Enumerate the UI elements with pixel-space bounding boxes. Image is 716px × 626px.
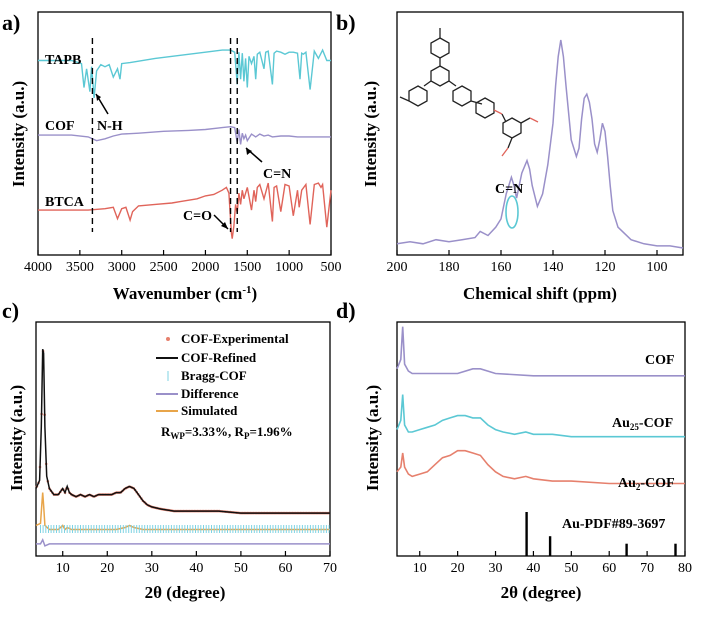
x-tick-label: 20: [100, 561, 114, 576]
panel-c-frame: [35, 321, 331, 557]
panel-c-label: c): [2, 298, 19, 323]
x-tick-label: 30: [145, 561, 159, 576]
x-tick-label: 3500: [66, 260, 94, 275]
panel-a-plot-area: [38, 38, 332, 239]
series-line-nmr: [396, 39, 684, 249]
series-line-cof: [38, 125, 331, 145]
series-line-difference: [36, 537, 330, 547]
series-label-au25-cof: Au25-COF: [612, 416, 673, 432]
x-tick-label: 1500: [233, 260, 261, 275]
x-tick-label: 70: [323, 561, 337, 576]
x-tick-label: 10: [56, 561, 70, 576]
panel-a-xlabel-main: Wavenumber (cm: [113, 284, 243, 303]
panel-c-ylabel: Intensity (a.u.): [7, 385, 26, 491]
cn-highlight-ellipse: [505, 195, 519, 229]
panel-b-frame: [396, 11, 684, 256]
x-tick-label: 3000: [108, 260, 136, 275]
panel-d-plot-area: [396, 326, 685, 556]
panel-b-plot-area: [396, 39, 684, 249]
series-line-cof: [396, 326, 685, 377]
x-tick-label: 70: [640, 561, 654, 576]
panel-c-legend: COF-Experimental COF-Refined Bragg-COF D…: [156, 331, 293, 441]
panel-d-xlabel: 2θ (degree): [501, 583, 582, 602]
panel-a-frame: [37, 11, 332, 256]
x-tick-label: 80: [678, 561, 692, 576]
x-tick-label: 4000: [24, 260, 52, 275]
legend-item-difference: Difference: [181, 386, 239, 401]
panel-a-xlabel: Wavenumber (cm-1): [113, 284, 257, 303]
label-btca: BTCA: [45, 195, 85, 210]
series-line-au2-cof: [396, 449, 685, 485]
panel-d-label: d): [336, 298, 356, 323]
arrowhead-co: [221, 222, 228, 229]
panel-a: a) 4000 3500 3000 2500 2000 1500 1000 500 Inten…: [2, 10, 342, 303]
panel-b-xlabel: Chemical shift (ppm): [463, 284, 617, 303]
series-line-btca: [38, 182, 332, 239]
panel-d-ylabel: Intensity (a.u.): [363, 385, 382, 491]
x-tick-label: 60: [278, 561, 292, 576]
panel-a-label: a): [2, 10, 20, 35]
panel-d-x-ticks: 10 20 30 40 50 60 70 80: [413, 551, 692, 576]
x-tick-label: 140: [543, 260, 564, 275]
panel-b-ylabel: Intensity (a.u.): [361, 81, 380, 187]
series-line-tapb: [38, 48, 331, 98]
legend-item-simulated: Simulated: [181, 403, 238, 418]
annotation-cn-b: C=N: [495, 182, 523, 197]
refinement-r-values: RWP=3.33%, RP=1.96%: [161, 424, 293, 441]
panel-c-xlabel: 2θ (degree): [145, 583, 226, 602]
x-tick-label: 500: [321, 260, 342, 275]
label-cof: COF: [45, 119, 75, 134]
legend-item-bragg: Bragg-COF: [181, 368, 247, 383]
series-line-cof-refined: [35, 348, 330, 514]
x-tick-label: 160: [491, 260, 512, 275]
panel-d: d) 10 20 30 40 50 60 70 80 Intensity (a.u.) 2θ …: [336, 298, 692, 602]
panel-a-ylabel: Intensity (a.u.): [9, 81, 28, 187]
panel-b-x-ticks: 200 180 160 140 120 100: [387, 250, 668, 275]
arrowhead-cn-a: [246, 148, 252, 155]
series-line-au25-cof: [396, 394, 685, 438]
series-label-cof-d: COF: [645, 353, 675, 368]
x-tick-label: 200: [387, 260, 408, 275]
arrowhead-nh: [96, 94, 101, 101]
annotation-nh: N-H: [97, 119, 123, 134]
panel-b-label: b): [336, 10, 356, 35]
panel-a-xlabel-end: ): [252, 284, 258, 303]
panel-c-plot-area: [35, 348, 330, 547]
annotation-co: C=O: [183, 209, 212, 224]
legend-marker-experimental: [166, 337, 170, 341]
molecular-structure-drawing: [399, 28, 539, 157]
label-tapb: TAPB: [45, 53, 81, 68]
x-tick-label: 30: [489, 561, 503, 576]
x-tick-label: 100: [647, 260, 668, 275]
x-tick-label: 40: [526, 561, 540, 576]
x-tick-label: 40: [189, 561, 203, 576]
annotation-cn-a: C=N: [263, 167, 291, 182]
x-tick-label: 1000: [275, 260, 303, 275]
x-tick-label: 2500: [150, 260, 178, 275]
x-tick-label: 2000: [191, 260, 219, 275]
legend-item-refined: COF-Refined: [181, 350, 257, 365]
panel-c-x-ticks: 10 20 30 40 50 60 70: [56, 551, 337, 576]
panel-b: b) 200 180 160 140 120 100 Intensity (a.u.) C…: [336, 10, 684, 303]
reference-pdf-label: Au-PDF#89-3697: [562, 517, 665, 532]
x-tick-label: 20: [451, 561, 465, 576]
legend-item-experimental: COF-Experimental: [181, 331, 289, 346]
x-tick-label: 50: [564, 561, 578, 576]
series-label-au2-cof: Au2-COF: [618, 476, 675, 492]
x-tick-label: 60: [602, 561, 616, 576]
x-tick-label: 120: [595, 260, 616, 275]
x-tick-label: 50: [234, 561, 248, 576]
panel-d-frame: [396, 321, 686, 557]
x-tick-label: 10: [413, 561, 427, 576]
x-tick-label: 180: [439, 260, 460, 275]
panel-c: c) 10 20 30 40 50 60 70 Intensity (a.u.) 2θ (d…: [2, 298, 337, 602]
panel-a-xlabel-sup: -1: [242, 284, 251, 296]
panel-a-x-ticks: 4000 3500 3000 2500 2000 1500 1000 500: [24, 250, 342, 275]
